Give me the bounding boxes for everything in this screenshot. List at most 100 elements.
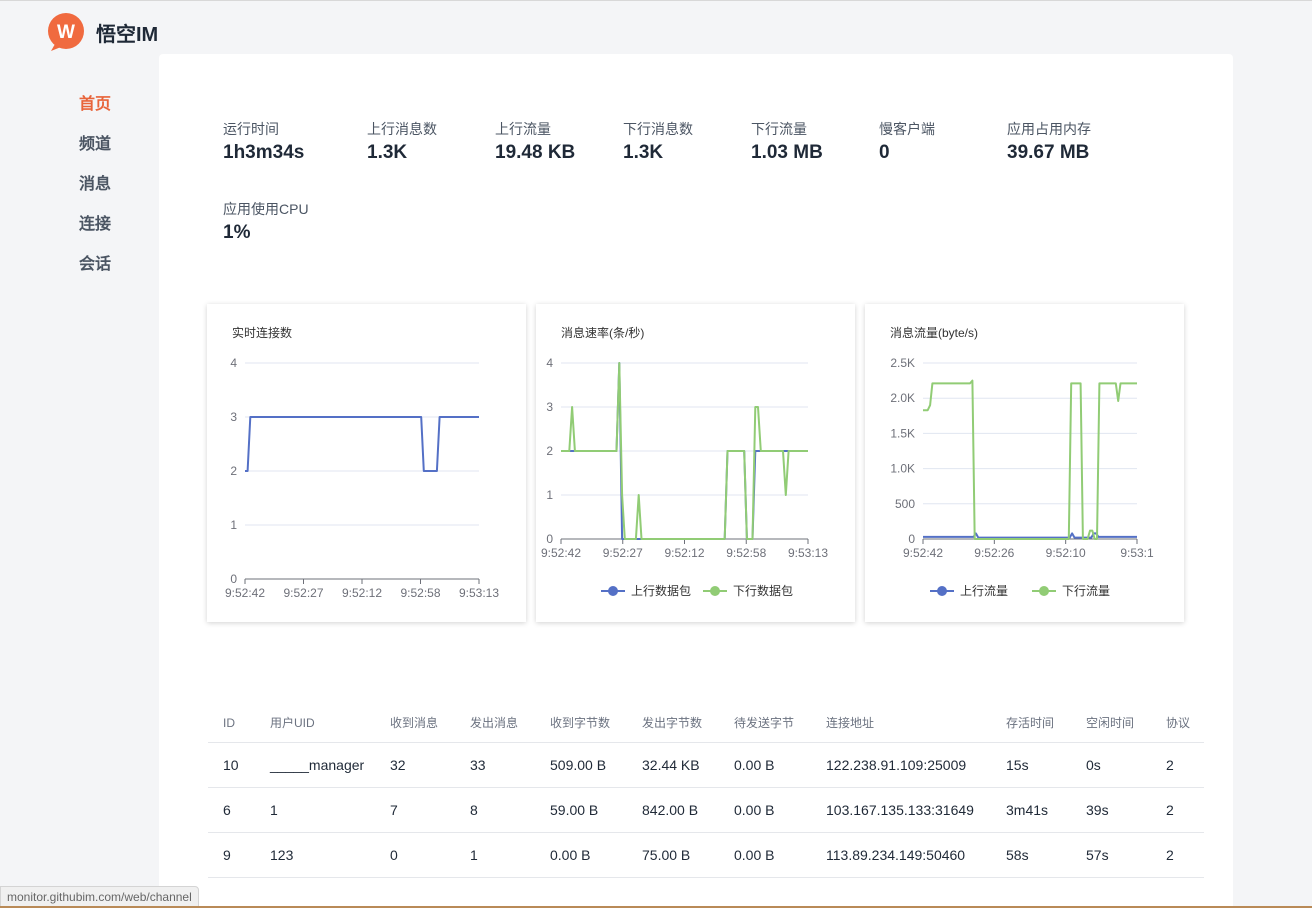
col-header-sent-messages: 发出消息 [455,704,535,743]
y-tick-label: 0 [908,532,915,546]
col-header-uid: 用户UID [255,704,375,743]
legend-swatch-dot [710,586,720,596]
nav-item-channel[interactable]: 频道 [79,136,112,153]
chart-title: 消息流量(byte/s) [890,325,978,340]
stat-upstream-messages: 上行消息数 1.3K [367,120,437,168]
window-top-border [0,0,1312,1]
chart-message-rate: 消息速率(条/秒) 0 1 2 3 4 9:52:42 9:52:27 9:52:12 9:52:… [541,325,828,598]
cell-pending-bytes: 0.00 B [719,742,811,788]
cell-received-messages: 7 [375,787,455,833]
chart-card-connections: 实时连接数 0 1 2 3 4 9:52:42 9:52:27 9:52:12 9:52:58 9:… [207,304,526,622]
cell-received-bytes: 0.00 B [535,832,627,878]
status-bar-url: monitor.githubim.com/web/channel [0,886,199,908]
cell-address: 103.167.135.133:31649 [811,787,991,833]
table-row[interactable]: 6 1 7 8 59.00 B 842.00 B 0.00 B 103.167.… [208,787,1204,833]
stat-label: 应用占用内存 [1007,121,1091,137]
x-tick-label: 9:52:42 [225,586,265,600]
stat-label: 下行流量 [751,121,807,137]
stat-value: 1h3m34s [223,142,305,163]
x-tick-label: 9:52:27 [603,546,643,560]
y-tick-label: 3 [230,410,237,424]
col-header-id: ID [208,704,255,743]
stat-upstream-traffic: 上行流量 19.48 KB [495,120,575,168]
stat-value: 19.48 KB [495,142,576,163]
y-tick-label: 3 [546,400,553,414]
logo-icon: W [48,13,84,51]
cell-sent-bytes: 75.00 B [627,832,719,878]
stat-downstream-messages: 下行消息数 1.3K [623,120,693,168]
stat-cpu: 应用使用CPU 1% [223,200,309,248]
x-tick-label: 9:52:10 [1046,546,1086,560]
y-tick-label: 4 [230,356,237,370]
col-header-sent-bytes: 发出字节数 [627,704,719,743]
stat-value: 39.67 MB [1007,142,1090,163]
series-line-1 [923,532,1137,539]
cell-received-bytes: 59.00 B [535,787,627,833]
x-tick-label: 9:52:26 [974,546,1014,560]
col-header-pending-bytes: 待发送字节 [719,704,811,743]
brand: W 悟空IM [45,12,158,52]
cell-id: 6 [208,787,255,833]
col-header-protocol: 协议 [1151,704,1204,743]
y-tick-label: 2 [230,464,237,478]
nav-item-message[interactable]: 消息 [79,176,112,193]
legend-label[interactable]: 下行数据包 [733,583,793,598]
stat-label: 上行消息数 [367,121,437,137]
legend-label[interactable]: 上行数据包 [631,583,691,598]
y-tick-label: 1 [546,488,553,502]
connections-table: ID 用户UID 收到消息 发出消息 收到字节数 发出字节数 待发送字节 连接地… [208,704,1204,878]
x-tick-label: 9:52:12 [664,546,704,560]
stat-value: 0 [879,142,890,163]
y-tick-label: 2.5K [890,356,915,370]
y-tick-label: 4 [546,356,553,370]
cell-address: 122.238.91.109:25009 [811,742,991,788]
y-tick-label: 500 [895,497,915,511]
chart-title: 实时连接数 [232,325,292,340]
y-tick-label: 1 [230,518,237,532]
x-tick-label: 9:53:13 [788,546,828,560]
stat-label: 上行流量 [495,121,551,137]
cell-alive-time: 3m41s [991,787,1071,833]
cell-sent-messages: 8 [455,787,535,833]
x-tick-label: 9:53:13 [459,586,499,600]
series-line-2 [923,379,1137,540]
stat-label: 应用使用CPU [223,201,309,217]
nav-item-home[interactable]: 首页 [79,96,112,113]
col-header-address: 连接地址 [811,704,991,743]
cell-id: 10 [208,742,255,788]
stat-value: 1.03 MB [751,142,823,163]
cell-pending-bytes: 0.00 B [719,832,811,878]
cell-sent-bytes: 842.00 B [627,787,719,833]
stat-memory: 应用占用内存 39.67 MB [1007,120,1091,168]
nav-item-connection[interactable]: 连接 [79,216,112,233]
table-row[interactable]: 9 123 0 1 0.00 B 75.00 B 0.00 B 113.89.2… [208,832,1204,878]
x-tick-label: 9:52:58 [726,546,766,560]
window-bottom-border [0,906,1312,908]
x-tick-label: 9:53:1 [1120,546,1154,560]
chart-card-message-rate: 消息速率(条/秒) 0 1 2 3 4 9:52:42 9:52:27 9:52:12 9:52:… [536,304,855,622]
stat-downstream-traffic: 下行流量 1.03 MB [751,120,823,168]
col-header-received-bytes: 收到字节数 [535,704,627,743]
y-tick-label: 0 [230,572,237,586]
cell-idle-time: 0s [1071,742,1151,788]
chart-title: 消息速率(条/秒) [561,325,644,340]
table-row[interactable]: 10 _____manager 32 33 509.00 B 32.44 KB … [208,742,1204,788]
cell-protocol: 2 [1151,742,1204,788]
stat-value: 1.3K [367,142,408,163]
cell-idle-time: 57s [1071,832,1151,878]
chart-connections: 实时连接数 0 1 2 3 4 9:52:42 9:52:27 9:52:12 9:52:58 9:… [225,325,499,600]
nav-item-conversation[interactable]: 会话 [79,256,112,273]
x-tick-label: 9:52:12 [342,586,382,600]
legend-label[interactable]: 下行流量 [1062,584,1110,598]
x-tick-label: 9:52:58 [400,586,440,600]
chart-message-traffic: 消息流量(byte/s) 0 500 1.0K 1.5K 2.0K 2.5K 9:52:42 9… [890,325,1154,598]
sidebar-nav: 首页 频道 消息 连接 会话 [79,94,111,294]
cell-id: 9 [208,832,255,878]
logo-letter: W [57,22,75,43]
cell-protocol: 2 [1151,832,1204,878]
stat-value: 1.3K [623,142,664,163]
series-line-2 [561,362,808,540]
legend-label[interactable]: 上行流量 [960,584,1008,598]
stat-label: 慢客户端 [879,121,935,137]
stat-label: 运行时间 [223,121,279,137]
